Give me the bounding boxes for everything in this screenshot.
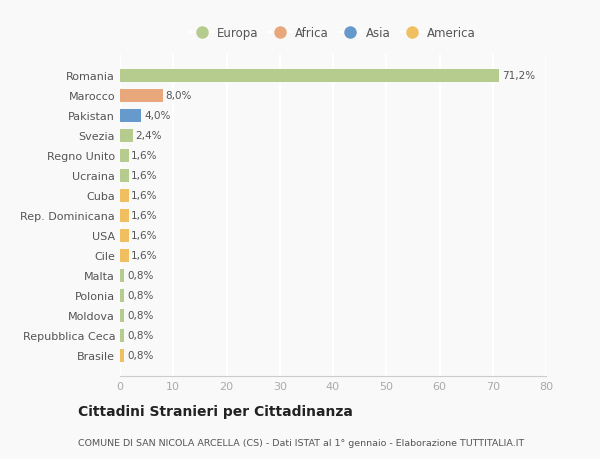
Bar — [120, 189, 128, 202]
Text: 1,6%: 1,6% — [131, 171, 158, 181]
Text: 1,6%: 1,6% — [131, 151, 158, 161]
Text: 0,8%: 0,8% — [127, 350, 153, 360]
Text: 4,0%: 4,0% — [144, 111, 170, 121]
Text: 1,6%: 1,6% — [131, 211, 158, 221]
Bar — [120, 70, 499, 83]
Text: 1,6%: 1,6% — [131, 231, 158, 241]
Bar — [120, 90, 163, 102]
Text: 0,8%: 0,8% — [127, 270, 153, 280]
Text: 71,2%: 71,2% — [502, 71, 535, 81]
Text: 0,8%: 0,8% — [127, 291, 153, 301]
Bar — [120, 209, 128, 222]
Bar — [120, 329, 124, 342]
Text: 8,0%: 8,0% — [165, 91, 191, 101]
Text: 2,4%: 2,4% — [136, 131, 162, 141]
Text: 0,8%: 0,8% — [127, 330, 153, 340]
Bar — [120, 289, 124, 302]
Bar — [120, 229, 128, 242]
Text: Cittadini Stranieri per Cittadinanza: Cittadini Stranieri per Cittadinanza — [78, 404, 353, 419]
Bar — [120, 169, 128, 182]
Bar — [120, 309, 124, 322]
Bar — [120, 269, 124, 282]
Legend: Europa, Africa, Asia, America: Europa, Africa, Asia, America — [185, 22, 481, 45]
Bar — [120, 249, 128, 262]
Text: 0,8%: 0,8% — [127, 310, 153, 320]
Bar — [120, 349, 124, 362]
Text: 1,6%: 1,6% — [131, 251, 158, 261]
Bar — [120, 129, 133, 142]
Text: COMUNE DI SAN NICOLA ARCELLA (CS) - Dati ISTAT al 1° gennaio - Elaborazione TUTT: COMUNE DI SAN NICOLA ARCELLA (CS) - Dati… — [78, 438, 524, 447]
Bar — [120, 110, 142, 123]
Bar — [120, 150, 128, 162]
Text: 1,6%: 1,6% — [131, 191, 158, 201]
